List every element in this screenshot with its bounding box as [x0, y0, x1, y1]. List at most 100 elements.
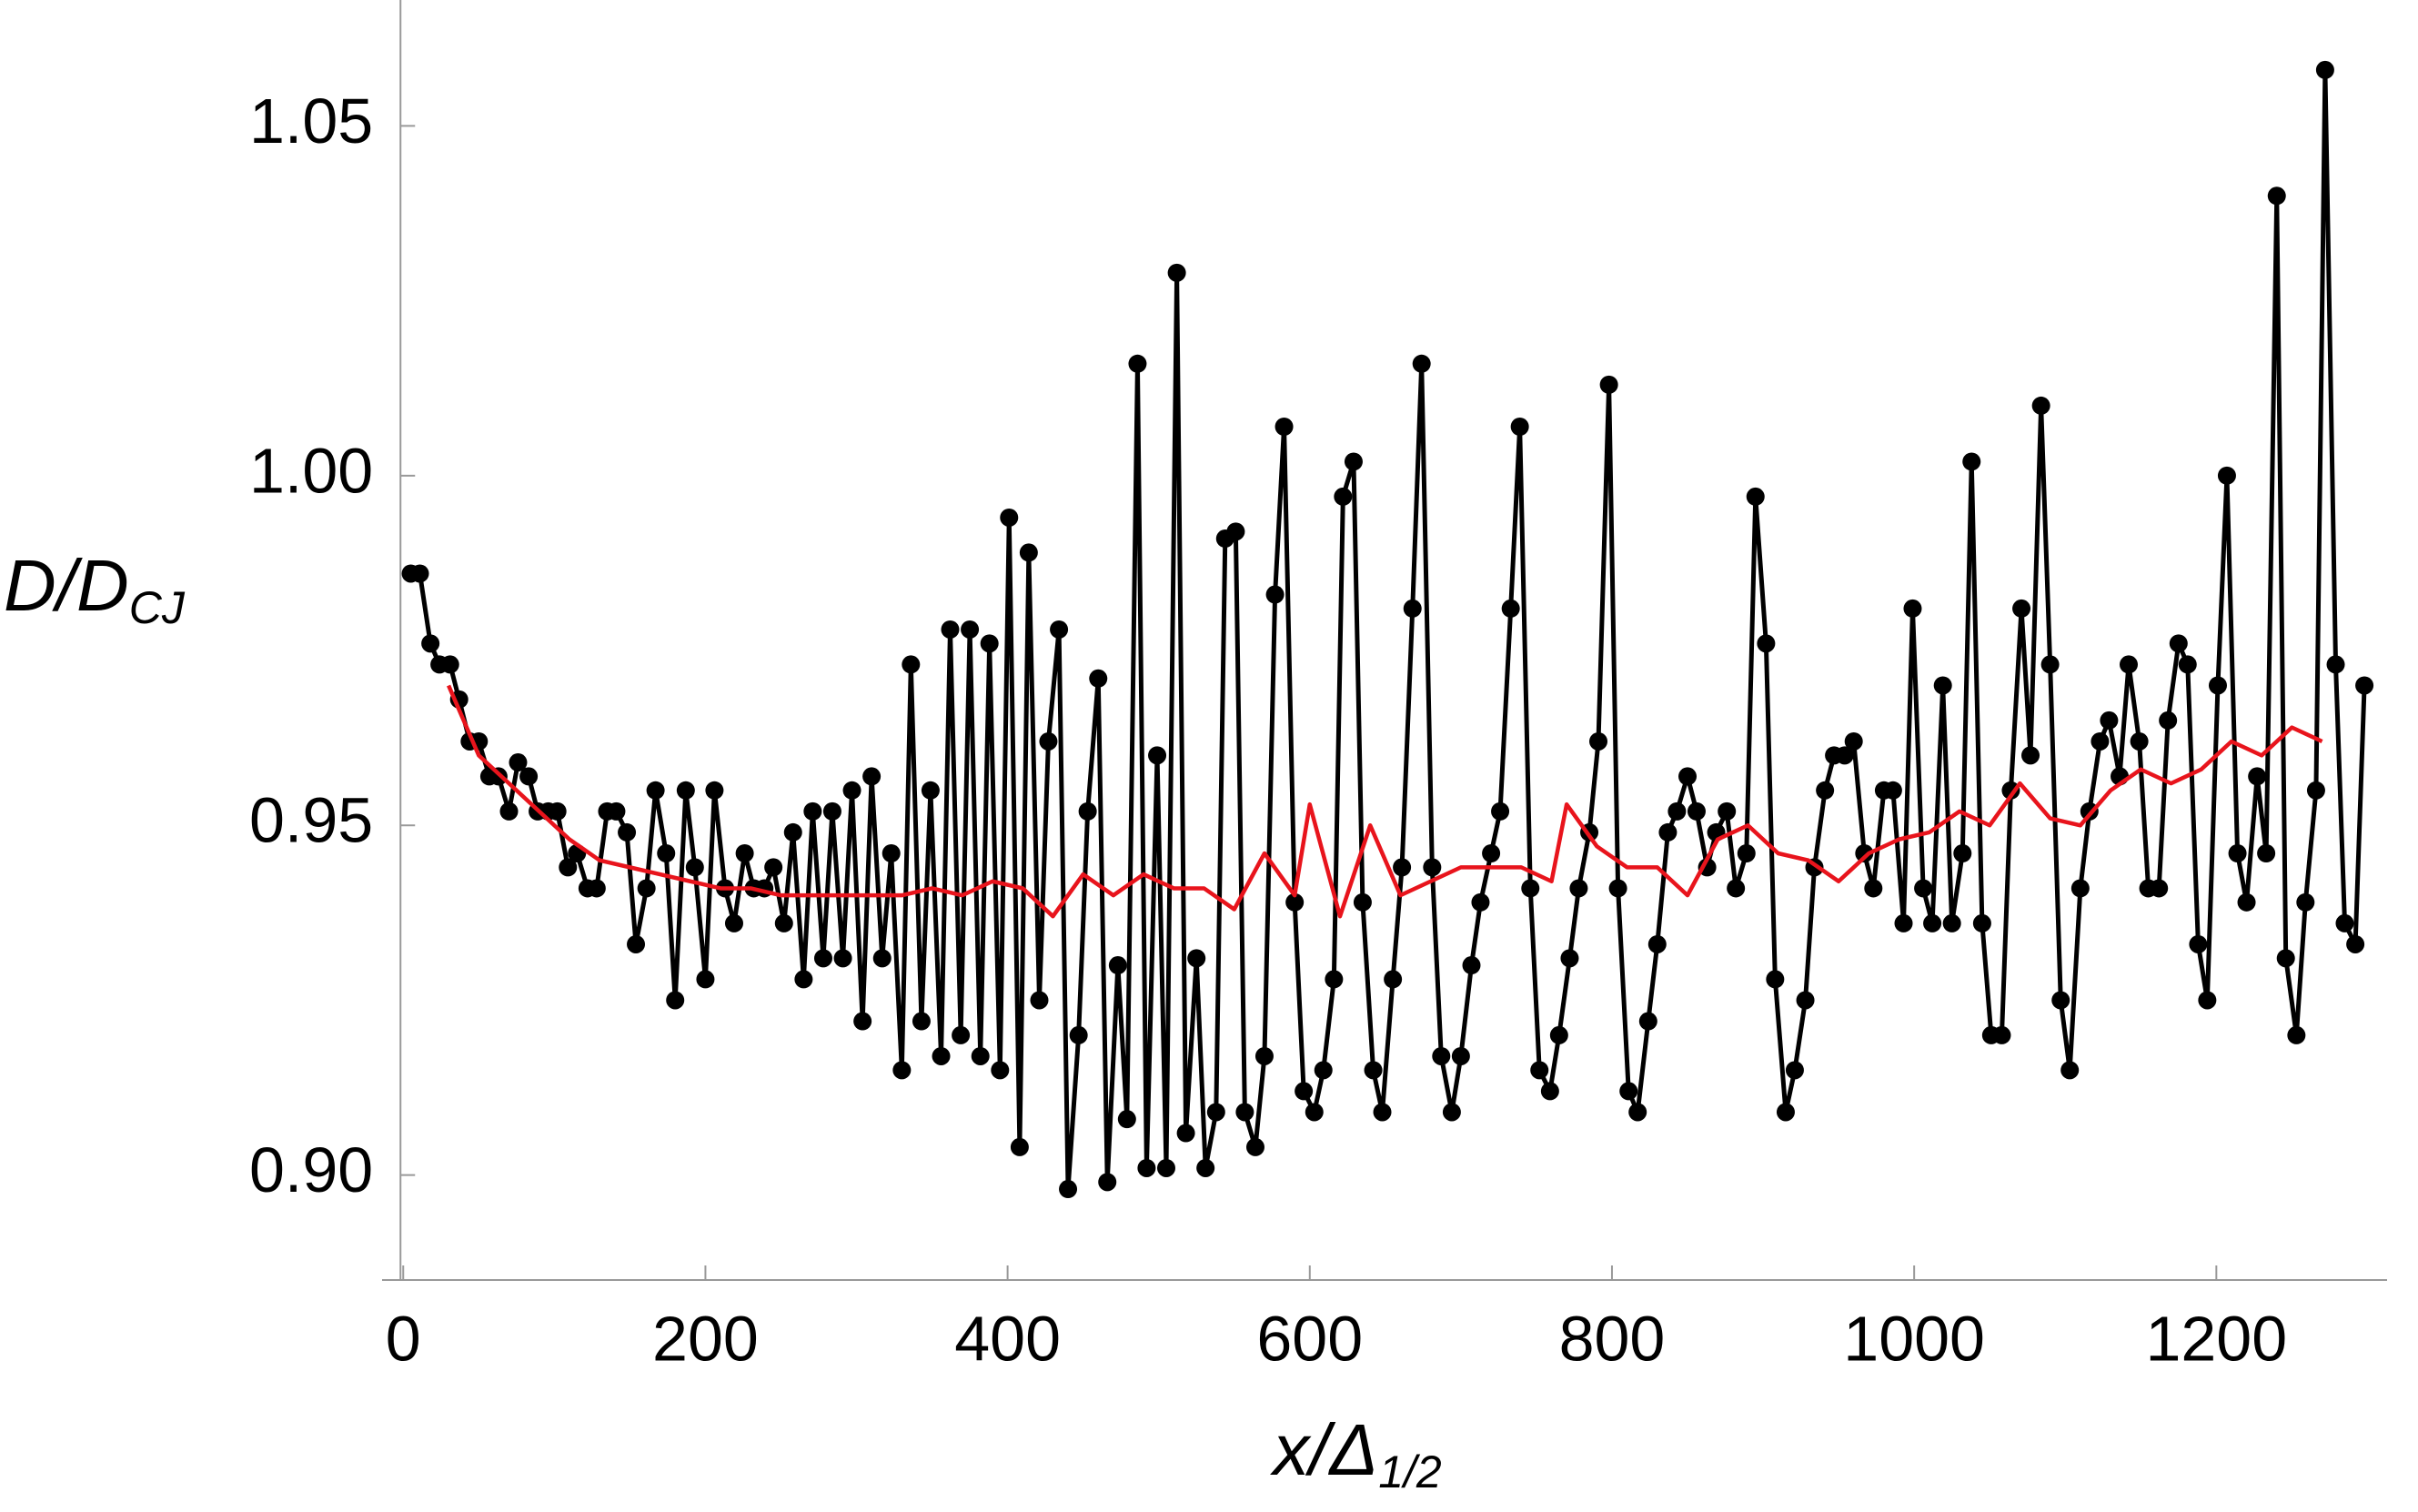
data-point: [1451, 1046, 1470, 1065]
data-point: [1894, 913, 1913, 932]
x-label-main: x/Δ: [1269, 1409, 1378, 1490]
data-point: [2178, 655, 2197, 674]
data-point: [421, 634, 440, 653]
data-point: [2031, 396, 2050, 415]
data-point: [2248, 767, 2267, 786]
data-point: [2070, 879, 2090, 898]
data-point: [1757, 634, 1776, 653]
x-tick-label: 0: [386, 1303, 421, 1374]
data-point: [1030, 991, 1049, 1010]
data-point: [2150, 879, 2169, 898]
data-point: [735, 844, 754, 862]
data-point: [1972, 913, 1991, 932]
data-point: [1019, 543, 1038, 562]
x-tick-label: 600: [1256, 1303, 1363, 1374]
data-point: [2169, 634, 2188, 653]
data-point: [1353, 892, 1372, 912]
data-point: [1521, 879, 1540, 898]
y-axis-label: D/DCJ: [4, 545, 186, 633]
data-point: [1235, 1103, 1254, 1122]
data-point: [1647, 934, 1667, 953]
data-point: [902, 655, 921, 674]
data-point: [842, 781, 861, 800]
data-point: [1176, 1124, 1195, 1143]
data-point: [1274, 418, 1294, 436]
data-point: [2326, 655, 2345, 674]
data-point: [1384, 970, 1403, 989]
data-point: [1412, 354, 1431, 373]
data-point: [1628, 1103, 1647, 1122]
data-point: [1128, 354, 1147, 373]
data-point: [1265, 585, 1285, 604]
data-point: [1148, 746, 1167, 765]
data-point: [1393, 858, 1412, 877]
data-point: [1855, 844, 1874, 862]
data-point: [1442, 1103, 1461, 1122]
data-point: [1510, 418, 1529, 436]
data-point: [2100, 711, 2119, 730]
data-point: [1844, 731, 1863, 751]
x-tick-label: 200: [652, 1303, 759, 1374]
data-point: [1727, 879, 1746, 898]
data-point: [1540, 1082, 1559, 1101]
y-label-main: D/D: [4, 545, 129, 626]
data-point: [705, 781, 724, 800]
data-point: [410, 564, 429, 583]
data-point: [980, 634, 999, 653]
data-point: [519, 767, 539, 786]
data-point: [853, 1012, 872, 1031]
data-point: [1501, 599, 1520, 618]
data-point: [1746, 487, 1765, 506]
data-point: [2296, 892, 2315, 912]
y-label-sub: CJ: [129, 582, 186, 633]
data-point: [882, 844, 901, 862]
data-point: [1923, 913, 1942, 932]
data-point: [1718, 801, 1737, 821]
data-point: [499, 801, 519, 821]
data-point: [1737, 844, 1756, 862]
data-point: [2001, 781, 2020, 800]
data-point: [1608, 879, 1627, 898]
data-point: [627, 934, 646, 953]
data-point: [1245, 1137, 1264, 1156]
data-point: [952, 1025, 971, 1044]
x-axis-label: x/Δ1/2: [1269, 1409, 1442, 1497]
data-point: [822, 801, 841, 821]
data-point: [912, 1012, 931, 1031]
data-point: [2257, 844, 2276, 862]
data-point: [1549, 1025, 1568, 1044]
x-tick-label: 800: [1559, 1303, 1666, 1374]
data-point: [548, 801, 567, 821]
data-point: [1432, 1046, 1451, 1065]
data-point: [1117, 1110, 1136, 1129]
data-point: [1403, 599, 1422, 618]
x-tick-label: 1200: [2145, 1303, 2287, 1374]
data-point: [666, 991, 685, 1010]
data-point: [1137, 1158, 1156, 1177]
data-point: [618, 822, 637, 842]
data-point: [1373, 1103, 1392, 1122]
data-point: [1078, 801, 1097, 821]
data-point: [1816, 781, 1835, 800]
data-point: [1305, 1103, 1324, 1122]
data-point: [872, 949, 892, 968]
data-point: [2091, 731, 2110, 751]
data-point: [1059, 1180, 1078, 1199]
data-point: [1254, 1046, 1274, 1065]
data-point: [1325, 970, 1344, 989]
data-point: [1069, 1025, 1088, 1044]
series-line: [410, 67, 2367, 1192]
data-point: [1423, 858, 1442, 877]
data-point: [2060, 1061, 2080, 1080]
data-point: [1687, 801, 1706, 821]
data-point: [764, 858, 783, 877]
data-point: [1344, 452, 1363, 471]
data-point: [2287, 1025, 2306, 1044]
data-point: [2355, 676, 2374, 695]
data-point: [1914, 879, 1933, 898]
data-point: [2051, 991, 2070, 1010]
data-point: [1698, 858, 1717, 877]
y-tick-label: 1.00: [249, 435, 373, 506]
data-point: [1796, 991, 1815, 1010]
